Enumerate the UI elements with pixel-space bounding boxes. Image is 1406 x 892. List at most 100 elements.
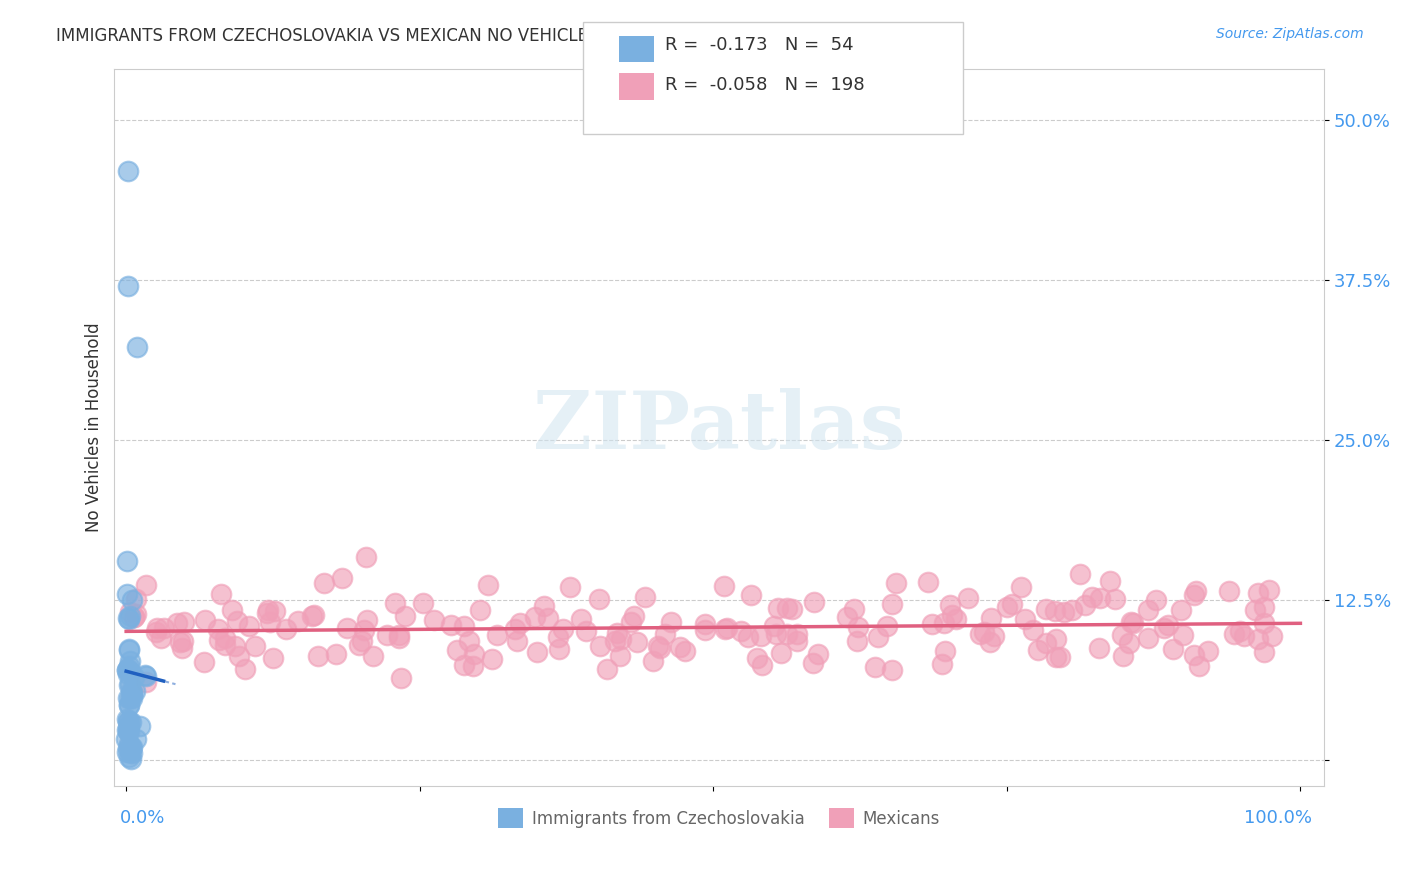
Point [375,628,398,642]
Point [118,677,141,691]
Point [120,605,142,619]
Point [1229,624,1251,638]
Point [256,606,278,620]
Point [547,641,569,656]
Point [1247,586,1270,600]
Point [412,596,434,610]
Point [135,675,157,690]
Point [388,628,411,642]
Point [1035,601,1057,615]
Point [118,725,141,739]
Point [153,621,176,635]
Point [575,624,598,639]
Point [932,615,955,630]
Point [481,652,503,666]
Point [1088,640,1111,655]
Point [118,611,141,625]
Point [394,609,416,624]
Point [1045,632,1067,647]
Point [120,609,142,624]
Point [588,591,610,606]
Point [118,698,141,713]
Point [654,627,676,641]
Point [122,610,145,624]
Point [659,615,682,630]
Point [389,671,412,685]
Point [120,684,142,698]
Point [121,685,143,699]
Point [121,740,143,755]
Point [1119,615,1142,629]
Point [302,607,325,622]
Point [1104,591,1126,606]
Point [980,611,1002,625]
Point [423,613,446,627]
Point [882,597,904,611]
Point [356,613,378,627]
Point [1081,590,1104,604]
Point [503,622,526,636]
Point [693,623,716,637]
Point [569,612,592,626]
Point [115,554,138,568]
Point [214,638,236,652]
Point [117,740,139,755]
Point [352,634,374,648]
Point [1243,603,1265,617]
Point [118,678,141,692]
Point [485,628,508,642]
Point [120,752,142,766]
Point [169,634,191,648]
Point [117,662,139,676]
Point [312,575,335,590]
Point [128,719,150,733]
Point [807,647,830,661]
Point [118,665,141,680]
Point [264,604,287,618]
Point [118,659,141,673]
Point [620,615,643,629]
Point [1247,632,1270,647]
Point [643,654,665,668]
Point [194,613,217,627]
Point [737,630,759,644]
Point [945,611,967,625]
Point [596,662,619,676]
Point [461,659,484,673]
Point [214,632,236,646]
Point [533,599,555,613]
Point [765,627,787,641]
Point [634,590,657,604]
Point [224,639,246,653]
Point [120,742,142,756]
Point [1001,597,1024,611]
Point [693,617,716,632]
Point [121,747,143,761]
Point [117,723,139,738]
Point [336,621,359,635]
Point [453,658,475,673]
Point [730,624,752,638]
Point [118,642,141,657]
Point [287,615,309,629]
Point [221,603,243,617]
Point [1014,612,1036,626]
Text: R =  -0.173   N =  54: R = -0.173 N = 54 [665,36,853,54]
Point [766,601,789,615]
Point [1053,605,1076,619]
Point [463,647,485,661]
Point [1111,628,1133,642]
Point [228,648,250,663]
Point [1069,567,1091,582]
Point [846,620,869,634]
Point [166,615,188,630]
Point [118,719,141,733]
Point [173,615,195,629]
Point [995,599,1018,614]
Point [1060,603,1083,617]
Point [1098,574,1121,588]
Point [673,644,696,658]
Point [1163,641,1185,656]
Point [1261,629,1284,643]
Point [117,712,139,726]
